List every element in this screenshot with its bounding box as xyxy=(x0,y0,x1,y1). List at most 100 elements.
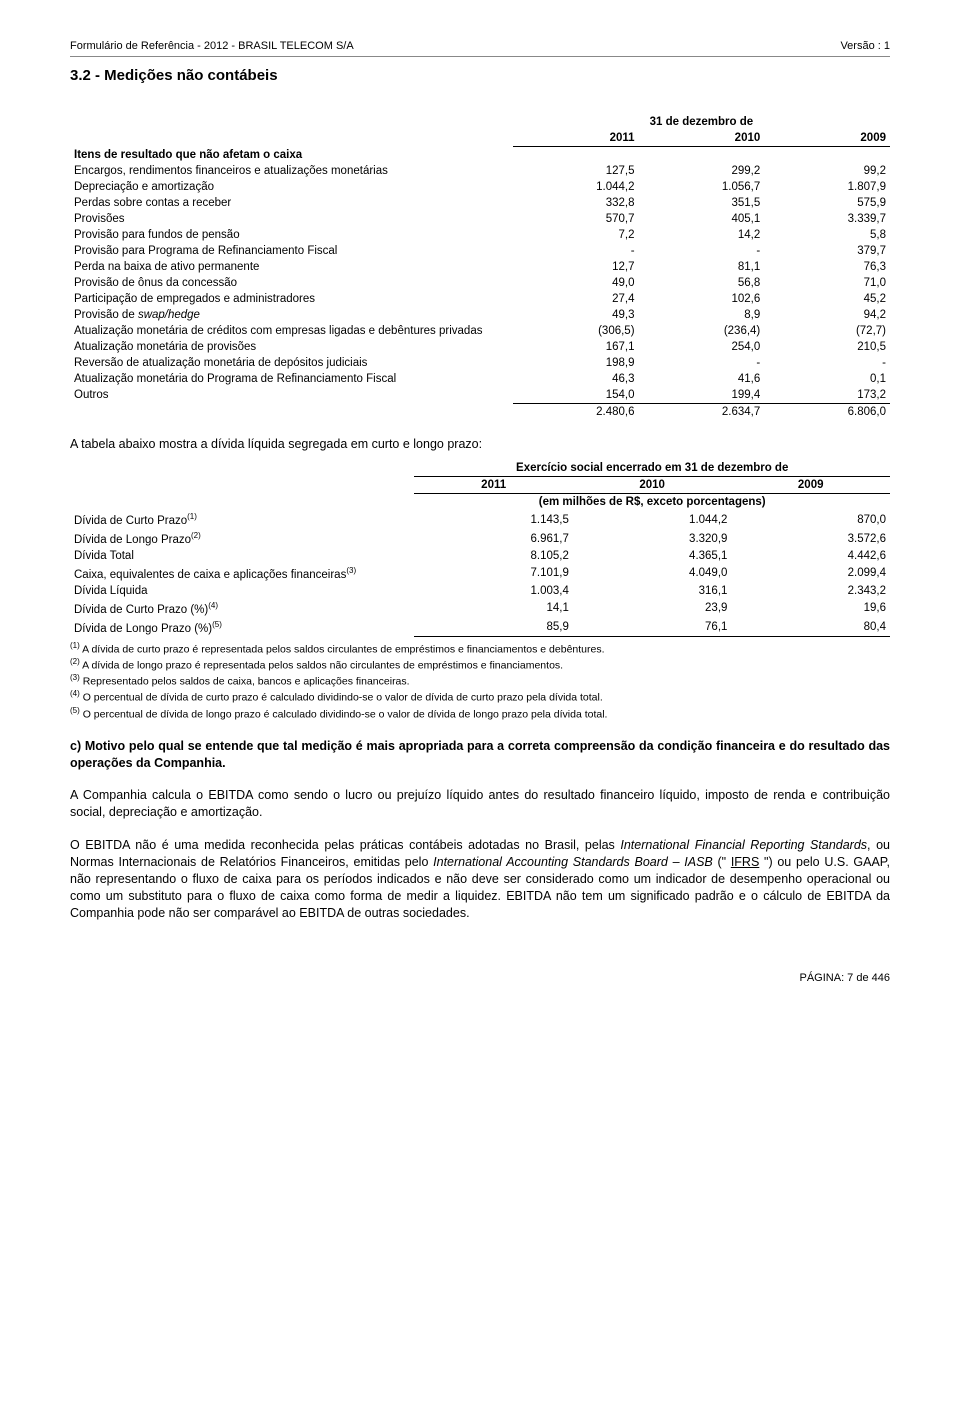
table-cell: 102,6 xyxy=(639,291,765,307)
table-cell: 85,9 xyxy=(414,618,573,637)
table-cell: 127,5 xyxy=(513,163,639,179)
table-row-label: Participação de empregados e administrad… xyxy=(70,291,513,307)
table-cell: 198,9 xyxy=(513,355,639,371)
t1-top-header: 31 de dezembro de xyxy=(513,114,890,130)
t2-year-0: 2011 xyxy=(414,477,573,494)
table-row-label: Provisão para Programa de Refinanciament… xyxy=(70,243,513,259)
table-divida-liquida: Exercício social encerrado em 31 de deze… xyxy=(70,460,890,637)
t1-year-0: 2011 xyxy=(513,130,639,147)
footnote: (3) Representado pelos saldos de caixa, … xyxy=(70,673,890,689)
table-cell: 351,5 xyxy=(639,195,765,211)
para-c2-it2: International Accounting Standards Board… xyxy=(433,855,713,869)
table-cell: 49,0 xyxy=(513,275,639,291)
table-cell: 167,1 xyxy=(513,339,639,355)
table-row-label: Reversão de atualização monetária de dep… xyxy=(70,355,513,371)
header-right: Versão : 1 xyxy=(840,40,890,52)
footnote: (1) A dívida de curto prazo é representa… xyxy=(70,641,890,657)
table-cell: 316,1 xyxy=(573,583,732,599)
table-cell: 14,1 xyxy=(414,599,573,618)
table-total-cell: 6.806,0 xyxy=(764,403,890,420)
table-cell: 46,3 xyxy=(513,371,639,387)
table-cell: 254,0 xyxy=(639,339,765,355)
t2-unit-line: (em milhões de R$, exceto porcentagens) xyxy=(414,494,890,511)
table-row-label: Caixa, equivalentes de caixa e aplicaçõe… xyxy=(70,564,414,583)
table-cell: 3.572,6 xyxy=(731,529,890,548)
table-cell: 6.961,7 xyxy=(414,529,573,548)
table-cell: 1.003,4 xyxy=(414,583,573,599)
table-cell: 575,9 xyxy=(764,195,890,211)
table-row-label: Outros xyxy=(70,387,513,404)
table-cell: 14,2 xyxy=(639,227,765,243)
table-cell: 173,2 xyxy=(764,387,890,404)
table-row-label: Dívida de Curto Prazo (%)(4) xyxy=(70,599,414,618)
t1-year-2: 2009 xyxy=(764,130,890,147)
table-row-label: Atualização monetária de provisões xyxy=(70,339,513,355)
t2-year-1: 2010 xyxy=(573,477,732,494)
table-cell: 19,6 xyxy=(731,599,890,618)
table-cell: (72,7) xyxy=(764,323,890,339)
table-row-label: Provisão de swap/hedge xyxy=(70,307,513,323)
table-row-label: Encargos, rendimentos financeiros e atua… xyxy=(70,163,513,179)
table-row-label: Depreciação e amortização xyxy=(70,179,513,195)
table-cell: 1.044,2 xyxy=(513,179,639,195)
t1-group-label: Itens de resultado que não afetam o caix… xyxy=(70,147,513,163)
t2-year-2: 2009 xyxy=(731,477,890,494)
table-cell: 23,9 xyxy=(573,599,732,618)
para-intro-t2: A tabela abaixo mostra a dívida líquida … xyxy=(70,436,890,453)
table-cell: 8.105,2 xyxy=(414,548,573,564)
table-cell: 76,1 xyxy=(573,618,732,637)
table-row-label: Perda na baixa de ativo permanente xyxy=(70,259,513,275)
table-cell: 56,8 xyxy=(639,275,765,291)
table-row-label: Dívida de Longo Prazo (%)(5) xyxy=(70,618,414,637)
t2-top-header: Exercício social encerrado em 31 de deze… xyxy=(414,460,890,477)
table-cell: 0,1 xyxy=(764,371,890,387)
table-cell: 1.807,9 xyxy=(764,179,890,195)
table-total-cell: 2.480,6 xyxy=(513,403,639,420)
table-cell: 2.099,4 xyxy=(731,564,890,583)
footnote: (4) O percentual de dívida de curto praz… xyxy=(70,689,890,705)
footnotes: (1) A dívida de curto prazo é representa… xyxy=(70,641,890,722)
table-cell: 81,1 xyxy=(639,259,765,275)
table-cell: 94,2 xyxy=(764,307,890,323)
table-row-label: Provisões xyxy=(70,211,513,227)
table-cell: 27,4 xyxy=(513,291,639,307)
table-cell: 71,0 xyxy=(764,275,890,291)
table-row-label: Provisão de ônus da concessão xyxy=(70,275,513,291)
footnote: (5) O percentual de dívida de longo praz… xyxy=(70,706,890,722)
table-cell: 4.365,1 xyxy=(573,548,732,564)
table-row-label: Provisão para fundos de pensão xyxy=(70,227,513,243)
table-total-cell: 2.634,7 xyxy=(639,403,765,420)
table-cell: - xyxy=(513,243,639,259)
table-cell: (236,4) xyxy=(639,323,765,339)
table-cell: (306,5) xyxy=(513,323,639,339)
para-c2-mid2: (" xyxy=(713,855,731,869)
table-cell: - xyxy=(639,355,765,371)
table-row-label: Atualização monetária de créditos com em… xyxy=(70,323,513,339)
table-cell: 3.339,7 xyxy=(764,211,890,227)
table-cell: 7.101,9 xyxy=(414,564,573,583)
table-cell: 570,7 xyxy=(513,211,639,227)
table-cell: 870,0 xyxy=(731,510,890,529)
table-cell: 154,0 xyxy=(513,387,639,404)
table-cell: 8,9 xyxy=(639,307,765,323)
table-cell: 45,2 xyxy=(764,291,890,307)
para-c2-pre: O EBITDA não é uma medida reconhecida pe… xyxy=(70,838,620,852)
table-cell: 99,2 xyxy=(764,163,890,179)
table-cell: 210,5 xyxy=(764,339,890,355)
table-cell: 49,3 xyxy=(513,307,639,323)
section-title: 3.2 - Medições não contábeis xyxy=(70,67,890,84)
table-cell: 3.320,9 xyxy=(573,529,732,548)
footnote: (2) A dívida de longo prazo é representa… xyxy=(70,657,890,673)
table-row-label: Atualização monetária do Programa de Ref… xyxy=(70,371,513,387)
table-cell: 76,3 xyxy=(764,259,890,275)
table-cell: 80,4 xyxy=(731,618,890,637)
table-cell: 199,4 xyxy=(639,387,765,404)
table-cell: 7,2 xyxy=(513,227,639,243)
table-cell: - xyxy=(639,243,765,259)
table-cell: 1.143,5 xyxy=(414,510,573,529)
table-row-label: Perdas sobre contas a receber xyxy=(70,195,513,211)
table-row-label: Dívida Líquida xyxy=(70,583,414,599)
table-cell: 405,1 xyxy=(639,211,765,227)
table-cell: 4.442,6 xyxy=(731,548,890,564)
section-c-title: c) Motivo pelo qual se entende que tal m… xyxy=(70,738,890,772)
